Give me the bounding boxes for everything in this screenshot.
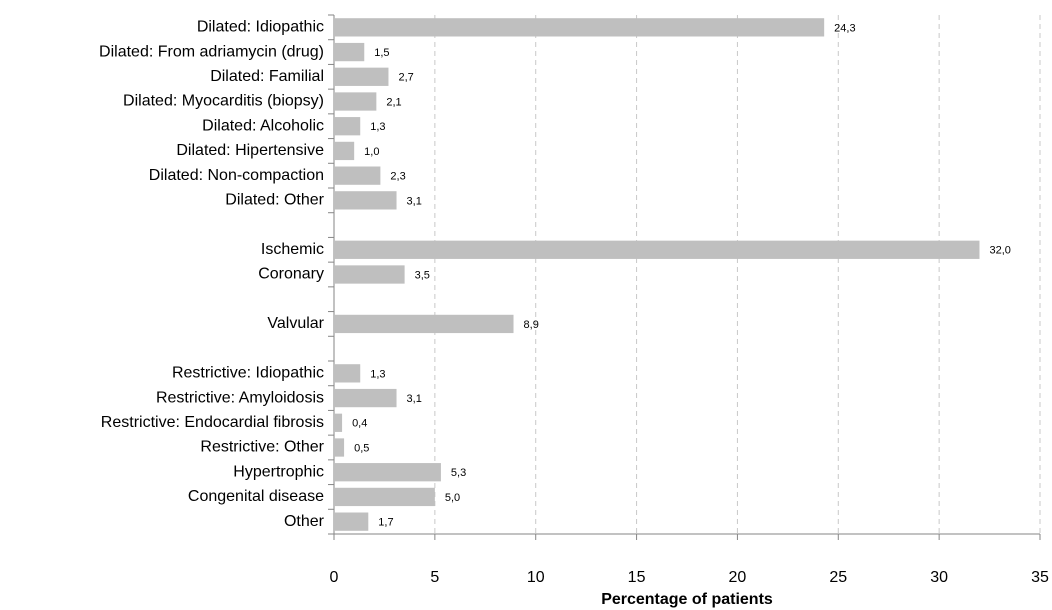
bar bbox=[334, 166, 381, 185]
x-tick-label: 15 bbox=[628, 569, 646, 586]
y-tick-label: Dilated: Idiopathic bbox=[197, 19, 324, 36]
bar bbox=[334, 191, 397, 210]
y-tick-label: Restrictive: Amyloidosis bbox=[156, 389, 324, 406]
y-tick-label: Restrictive: Endocardial fibrosis bbox=[101, 414, 324, 431]
bar bbox=[334, 364, 361, 383]
x-axis-label: Percentage of patients bbox=[601, 591, 773, 608]
value-label: 2,7 bbox=[398, 72, 413, 84]
y-tick-label: Ischemic bbox=[261, 241, 324, 258]
x-tick-label: 20 bbox=[729, 569, 747, 586]
bar bbox=[334, 67, 389, 86]
y-tick-label: Dilated: Myocarditis (biopsy) bbox=[123, 93, 324, 110]
y-tick-label: Valvular bbox=[267, 315, 324, 332]
value-label: 2,3 bbox=[390, 171, 405, 183]
bar bbox=[334, 265, 405, 284]
value-label: 1,0 bbox=[364, 146, 379, 158]
x-tick-label: 35 bbox=[1031, 569, 1049, 586]
y-tick-label: Dilated: Familial bbox=[210, 68, 324, 85]
y-tick-label: Restrictive: Other bbox=[200, 439, 324, 456]
value-label: 8,9 bbox=[524, 319, 539, 331]
bar bbox=[334, 18, 825, 37]
value-label: 1,3 bbox=[370, 121, 385, 133]
y-tick-label: Congenital disease bbox=[188, 488, 324, 505]
value-label: 3,1 bbox=[407, 195, 422, 207]
bar bbox=[334, 388, 397, 408]
value-label: 1,5 bbox=[374, 47, 389, 59]
y-tick-label: Dilated: From adriamycin (drug) bbox=[99, 43, 324, 60]
y-tick-label: Dilated: Other bbox=[225, 192, 324, 209]
y-tick-label: Hypertrophic bbox=[233, 463, 324, 480]
y-tick-label: Dilated: Non-compaction bbox=[149, 167, 324, 184]
value-label: 3,1 bbox=[407, 393, 422, 405]
bar bbox=[334, 42, 365, 62]
bar bbox=[334, 314, 514, 334]
value-label: 2,1 bbox=[386, 96, 401, 108]
value-label: 0,4 bbox=[352, 418, 367, 430]
y-tick-label: Coronary bbox=[258, 266, 324, 283]
bar bbox=[334, 512, 369, 531]
x-tick-label: 5 bbox=[430, 569, 439, 586]
x-tick-label: 30 bbox=[930, 569, 948, 586]
bar bbox=[334, 240, 980, 259]
bar bbox=[334, 438, 345, 457]
value-label: 3,5 bbox=[415, 269, 430, 281]
value-label: 24,3 bbox=[834, 22, 855, 34]
y-tick-label: Dilated: Alcoholic bbox=[202, 117, 324, 134]
value-label: 5,0 bbox=[445, 492, 460, 504]
bar bbox=[334, 413, 343, 432]
bar bbox=[334, 487, 435, 507]
value-label: 5,3 bbox=[451, 467, 466, 479]
value-label: 32,0 bbox=[989, 245, 1010, 257]
bar bbox=[334, 141, 355, 161]
x-tick-label: 0 bbox=[330, 569, 339, 586]
y-tick-label: Restrictive: Idiopathic bbox=[172, 365, 324, 382]
y-tick-label: Dilated: Hipertensive bbox=[176, 142, 324, 159]
bar bbox=[334, 117, 361, 136]
value-label: 1,3 bbox=[370, 368, 385, 380]
bar bbox=[334, 92, 377, 111]
x-tick-label: 10 bbox=[527, 569, 545, 586]
y-tick-label: Other bbox=[284, 513, 325, 530]
bar bbox=[334, 463, 441, 482]
value-label: 1,7 bbox=[378, 517, 393, 529]
x-tick-label: 25 bbox=[829, 569, 847, 586]
value-label: 0,5 bbox=[354, 442, 369, 454]
